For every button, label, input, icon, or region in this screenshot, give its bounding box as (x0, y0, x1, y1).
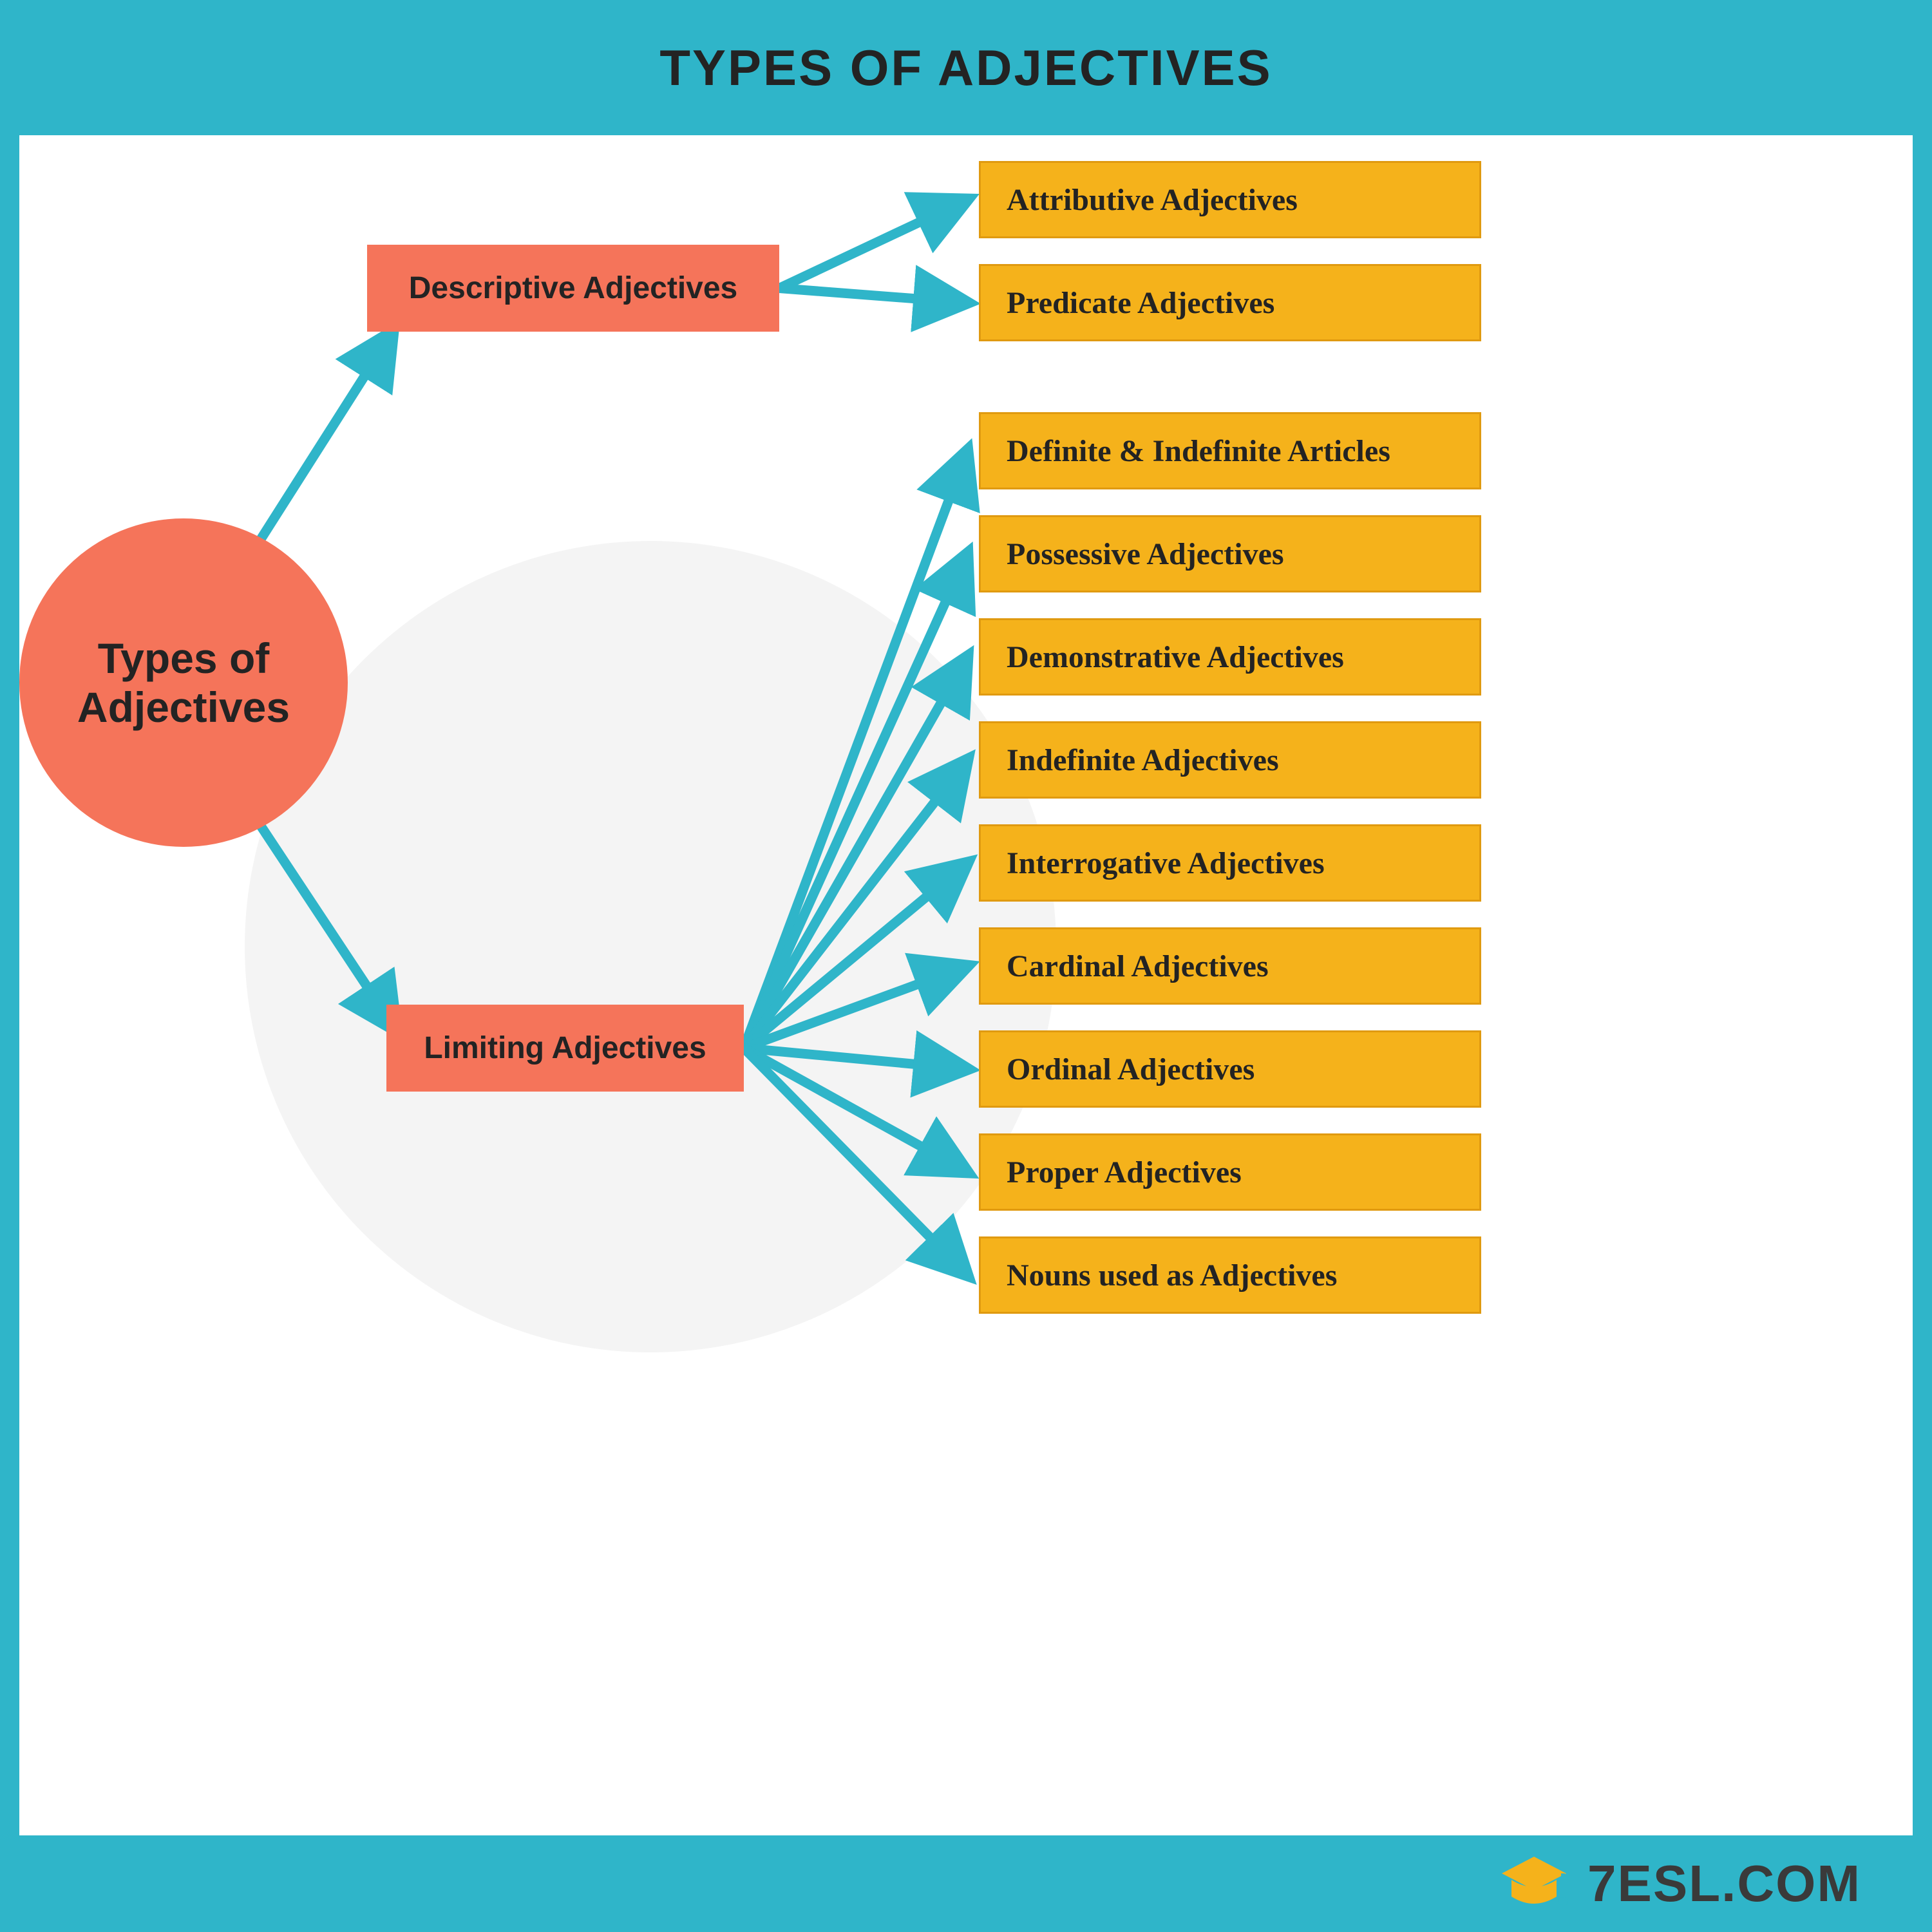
leaf-box: Possessive Adjectives (979, 515, 1481, 592)
footer-band: 7ESL.COM (0, 1835, 1932, 1932)
grad-cap-icon (1499, 1852, 1569, 1916)
root-label: Types ofAdjectives (77, 634, 290, 732)
leaf-box: Definite & Indefinite Articles (979, 412, 1481, 489)
diagram-canvas: Types ofAdjectives Descriptive Adjective… (19, 135, 1913, 1835)
leaf-box: Predicate Adjectives (979, 264, 1481, 341)
leaf-box: Proper Adjectives (979, 1133, 1481, 1211)
page-title: TYPES OF ADJECTIVES (659, 39, 1272, 97)
leaf-box: Nouns used as Adjectives (979, 1236, 1481, 1314)
leaf-box: Ordinal Adjectives (979, 1030, 1481, 1108)
leaf-box: Interrogative Adjectives (979, 824, 1481, 902)
background-circle (245, 541, 1056, 1352)
leaf-box: Indefinite Adjectives (979, 721, 1481, 799)
leaf-box: Cardinal Adjectives (979, 927, 1481, 1005)
root-node: Types ofAdjectives (19, 518, 348, 847)
footer-brand: 7ESL.COM (1587, 1854, 1861, 1913)
category-box-desc: Descriptive Adjectives (367, 245, 779, 332)
header-band: TYPES OF ADJECTIVES (0, 0, 1932, 135)
footer-logo: 7ESL.COM (1499, 1852, 1861, 1916)
infographic-page: TYPES OF ADJECTIVES Types ofAdjectives D… (0, 0, 1932, 1932)
leaf-box: Attributive Adjectives (979, 161, 1481, 238)
leaf-box: Demonstrative Adjectives (979, 618, 1481, 696)
category-box-limit: Limiting Adjectives (386, 1005, 744, 1092)
